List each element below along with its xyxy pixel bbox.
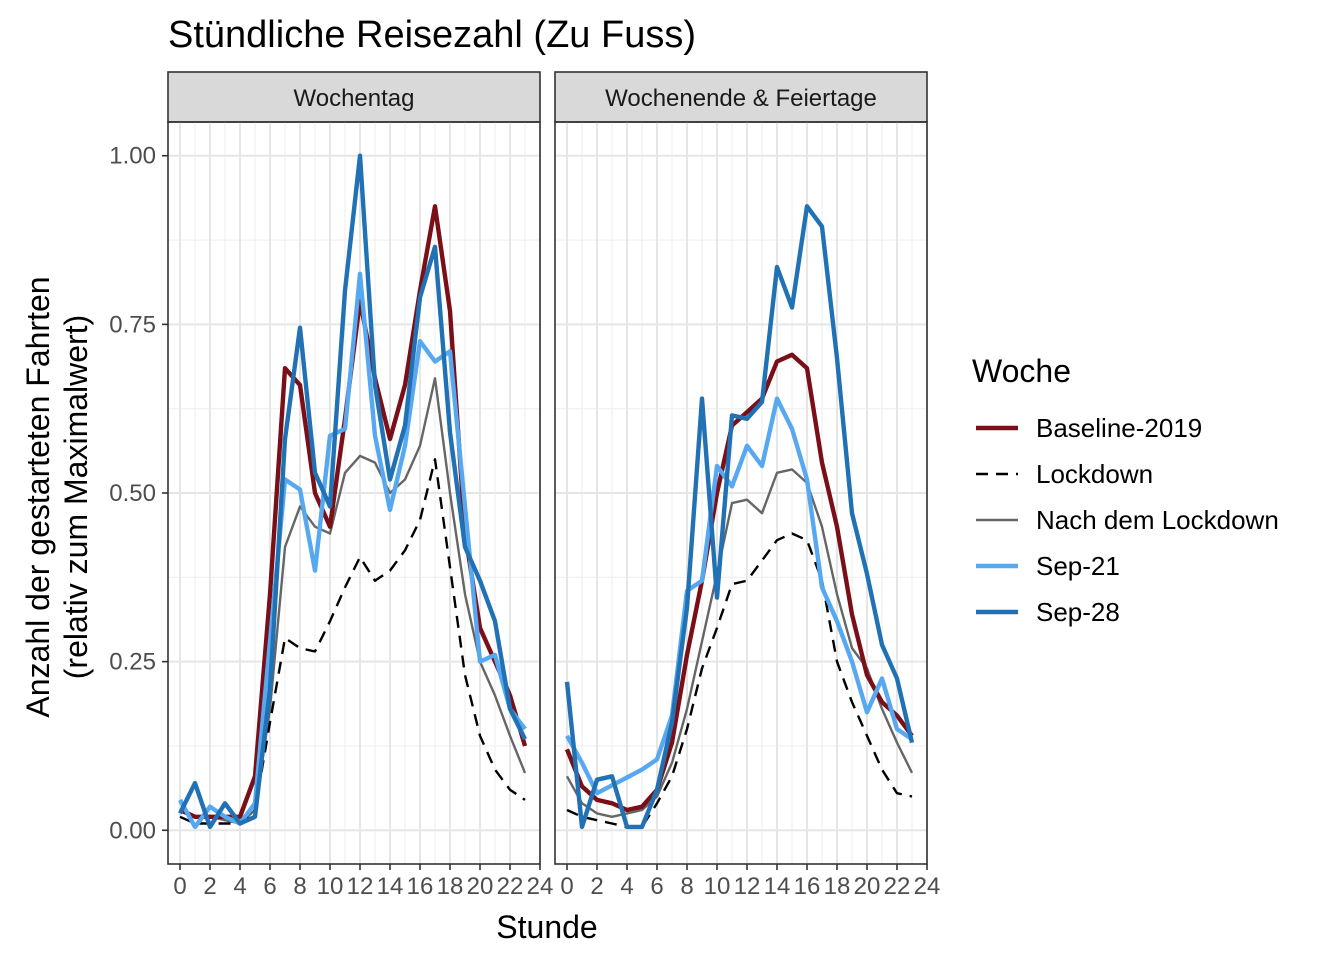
x-tick-label: 2 (203, 873, 216, 900)
facet-strip-label: Wochentag (294, 85, 415, 112)
x-tick-label: 16 (794, 873, 821, 900)
x-tick-label: 14 (377, 873, 404, 900)
x-tick-label: 18 (824, 873, 851, 900)
series-line-sep-28 (564, 204, 915, 830)
legend-item: Baseline-2019 (976, 413, 1202, 443)
x-tick-label: 24 (914, 873, 941, 900)
legend-item: Sep-21 (976, 551, 1120, 581)
series-line-baseline-2019 (179, 204, 528, 819)
facet-strip (554, 71, 928, 123)
legend-title: Woche (972, 353, 1071, 389)
y-tick-label: 0.00 (109, 817, 156, 844)
y-axis-label-line1: Anzahl der gestarteten Fahrten (20, 276, 56, 717)
x-tick-label: 2 (590, 873, 603, 900)
y-tick-label: 0.75 (109, 311, 156, 338)
legend-label: Baseline-2019 (1036, 413, 1202, 443)
chart-title: Stündliche Reisezahl (Zu Fuss) (168, 14, 696, 56)
x-tick-label: 6 (650, 873, 663, 900)
series-line-sep-28 (178, 153, 527, 830)
x-tick-label: 20 (467, 873, 494, 900)
x-tick-label: 10 (704, 873, 731, 900)
series-line-sep-21 (178, 271, 527, 830)
x-tick-label: 12 (734, 873, 761, 900)
legend-label: Lockdown (1036, 459, 1153, 489)
y-tick-label: 0.50 (109, 480, 156, 507)
x-tick-label: 4 (620, 873, 633, 900)
legend-item: Sep-28 (976, 597, 1120, 627)
x-tick-label: 0 (560, 873, 573, 900)
x-tick-label: 22 (884, 873, 911, 900)
x-tick-label: 16 (407, 873, 434, 900)
x-tick-label: 8 (680, 873, 693, 900)
series-line-lockdown (566, 532, 913, 829)
y-tick-label: 1.00 (109, 143, 156, 170)
y-tick-label: 0.25 (109, 649, 156, 676)
x-tick-label: 14 (764, 873, 791, 900)
x-axis-label: Stunde (496, 909, 597, 945)
panel-border (554, 121, 928, 865)
x-tick-label: 12 (347, 873, 374, 900)
series-line-sep-21 (565, 396, 914, 796)
y-axis-label: Anzahl der gestarteten Fahrten (relativ … (20, 276, 94, 717)
x-tick-label: 24 (527, 873, 554, 900)
x-tick-label: 22 (497, 873, 524, 900)
facet-strip-label: Wochenende & Feiertage (605, 85, 877, 112)
x-tick-label: 6 (263, 873, 276, 900)
x-tick-label: 20 (854, 873, 881, 900)
legend-item: Nach dem Lockdown (976, 505, 1279, 535)
legend-label: Sep-21 (1036, 551, 1120, 581)
x-tick-label: 10 (317, 873, 344, 900)
legend-item: Lockdown (976, 459, 1153, 489)
series-line-lockdown (179, 458, 526, 825)
y-axis-label-line2: (relativ zum Maximalwert) (58, 315, 94, 679)
x-tick-label: 8 (293, 873, 306, 900)
legend-label: Nach dem Lockdown (1036, 505, 1279, 535)
x-tick-label: 18 (437, 873, 464, 900)
x-tick-label: 0 (173, 873, 186, 900)
x-tick-label: 4 (233, 873, 246, 900)
panel-border (167, 121, 541, 865)
legend-label: Sep-28 (1036, 597, 1120, 627)
facet-strip (167, 71, 541, 123)
legend: Woche Baseline-2019 Lockdown Nach dem Lock… (972, 353, 1279, 627)
